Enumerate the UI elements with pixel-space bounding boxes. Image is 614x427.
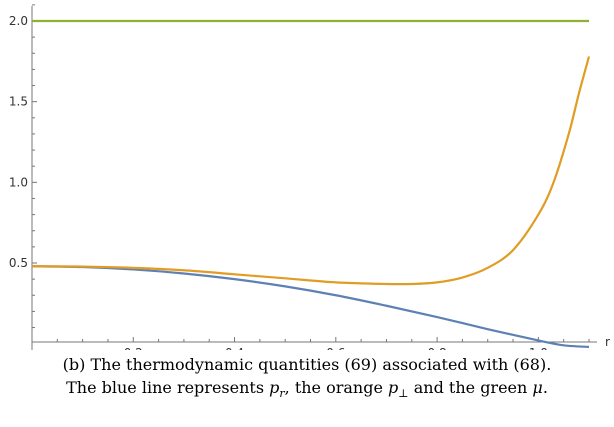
figure-caption: (b) The thermodynamic quantities (69) as…	[0, 353, 614, 405]
series-line-blue	[31, 265, 590, 348]
x-tick-label: 1.0	[529, 346, 548, 350]
r-subscript: r	[279, 387, 285, 401]
caption-text-mid: , the orange	[284, 378, 389, 397]
caption-text-post: and the green	[408, 378, 533, 397]
series-line-orange	[31, 56, 591, 286]
x-tick-label: 0.8	[428, 346, 447, 350]
caption-line-2: The blue line represents pr, the orange …	[0, 376, 614, 405]
caption-line-1: (b) The thermodynamic quantities (69) as…	[62, 355, 552, 374]
y-tick-label: 2.0	[9, 14, 28, 28]
caption-text-pre: The blue line represents	[66, 378, 270, 397]
mu-symbol: μ	[532, 378, 543, 397]
perp-subscript: ⊥	[398, 387, 409, 401]
p-symbol-r: p	[269, 378, 280, 397]
x-tick-label: 0.6	[326, 346, 345, 350]
ticks: 0.2 0.4 0.6 0.8 1.0 0.5 1.0 1.5 2.0	[9, 4, 590, 350]
y-tick-label: 1.5	[9, 95, 28, 109]
axes: r	[31, 6, 610, 350]
x-tick-label: 0.4	[225, 346, 244, 350]
y-tick-label: 0.5	[9, 256, 28, 270]
x-axis-label: r	[605, 335, 610, 349]
p-symbol-perp: p	[388, 378, 399, 397]
y-tick-label: 1.0	[9, 175, 28, 189]
series-lines	[31, 19, 591, 348]
x-tick-label: 0.2	[124, 346, 143, 350]
caption-period: .	[542, 378, 548, 397]
chart: r 0.2 0.4 0.6 0.8 1.0 0.5 1.0 1.5 2.0	[9, 4, 610, 350]
